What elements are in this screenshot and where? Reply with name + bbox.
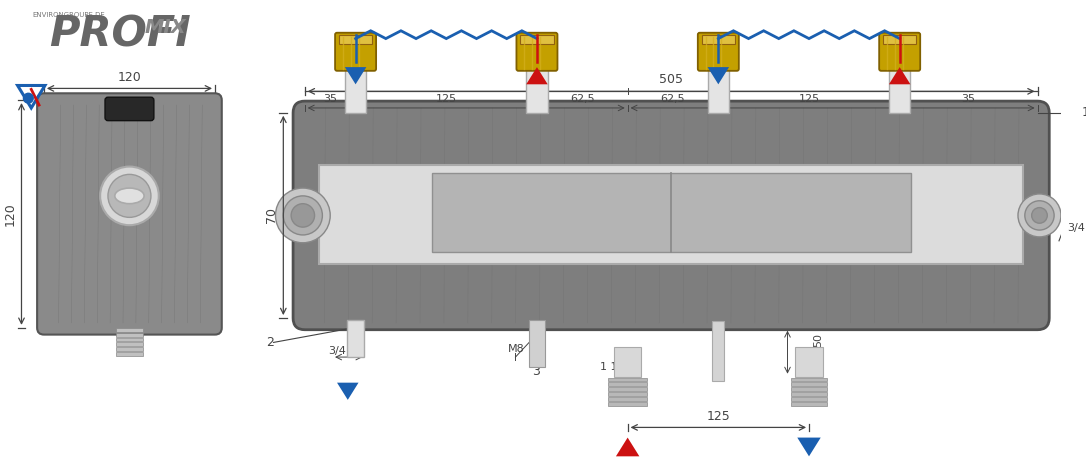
Text: MIX: MIX xyxy=(144,18,186,37)
Polygon shape xyxy=(345,67,366,84)
Bar xyxy=(116,347,143,351)
Circle shape xyxy=(108,174,151,217)
Bar xyxy=(345,69,366,113)
Bar xyxy=(116,352,143,356)
Circle shape xyxy=(1032,207,1047,223)
Text: 125: 125 xyxy=(798,94,820,104)
Polygon shape xyxy=(708,67,729,84)
Bar xyxy=(702,34,735,44)
Circle shape xyxy=(1025,201,1055,230)
Circle shape xyxy=(291,204,315,227)
Ellipse shape xyxy=(115,188,144,204)
Text: 1: 1 xyxy=(1082,106,1086,119)
Text: 125: 125 xyxy=(435,94,457,104)
Circle shape xyxy=(24,93,34,103)
Circle shape xyxy=(1018,194,1061,237)
Polygon shape xyxy=(1065,202,1086,229)
Bar xyxy=(527,69,547,113)
Polygon shape xyxy=(337,383,358,400)
Bar xyxy=(608,397,647,401)
FancyBboxPatch shape xyxy=(880,33,920,71)
Bar xyxy=(792,402,826,406)
Text: 3: 3 xyxy=(714,332,721,345)
FancyBboxPatch shape xyxy=(105,97,154,121)
Bar xyxy=(339,34,372,44)
Bar xyxy=(116,343,143,346)
Polygon shape xyxy=(797,438,821,456)
Bar xyxy=(792,387,826,391)
Text: ENVIRONGROUPE.DE: ENVIRONGROUPE.DE xyxy=(33,12,105,18)
Text: 35: 35 xyxy=(324,94,337,104)
FancyBboxPatch shape xyxy=(336,33,376,71)
Circle shape xyxy=(276,188,330,243)
Text: 1 1/2": 1 1/2" xyxy=(601,362,634,372)
Bar xyxy=(792,377,826,382)
Bar xyxy=(529,320,545,367)
Text: M8: M8 xyxy=(507,344,525,354)
FancyBboxPatch shape xyxy=(293,101,1049,330)
Bar xyxy=(432,173,910,252)
Bar xyxy=(608,383,647,386)
Bar xyxy=(116,333,143,336)
Bar xyxy=(792,383,826,386)
FancyBboxPatch shape xyxy=(517,33,557,71)
Bar xyxy=(608,402,647,406)
Bar xyxy=(608,392,647,396)
Polygon shape xyxy=(527,67,547,84)
FancyBboxPatch shape xyxy=(698,33,738,71)
Circle shape xyxy=(283,196,323,235)
Bar xyxy=(889,69,910,113)
Polygon shape xyxy=(889,67,910,84)
Bar xyxy=(792,392,826,396)
Text: 70: 70 xyxy=(265,207,278,223)
Text: 35: 35 xyxy=(961,94,975,104)
Bar xyxy=(116,328,143,332)
Bar xyxy=(792,397,826,401)
Bar xyxy=(795,347,823,377)
Text: 120: 120 xyxy=(117,70,141,83)
Bar xyxy=(708,69,729,113)
Text: 505: 505 xyxy=(659,74,683,87)
Bar xyxy=(608,377,647,382)
Text: 62,5: 62,5 xyxy=(570,94,595,104)
Bar xyxy=(116,337,143,342)
Circle shape xyxy=(100,166,159,225)
Text: PROFI: PROFI xyxy=(49,13,191,55)
Text: 120: 120 xyxy=(3,202,16,226)
Text: 62,5: 62,5 xyxy=(660,94,685,104)
Text: 2: 2 xyxy=(266,336,274,349)
Text: 50: 50 xyxy=(813,333,823,347)
Bar xyxy=(614,347,642,377)
Text: 3/4": 3/4" xyxy=(1066,223,1086,233)
Text: 3/4": 3/4" xyxy=(328,346,352,356)
Bar xyxy=(346,320,365,357)
Bar xyxy=(608,387,647,391)
Bar xyxy=(319,164,1023,264)
Bar xyxy=(883,34,917,44)
Text: 3: 3 xyxy=(532,365,540,377)
FancyBboxPatch shape xyxy=(37,93,222,335)
Bar xyxy=(712,321,724,382)
Text: 125: 125 xyxy=(707,410,730,423)
Bar xyxy=(520,34,554,44)
Polygon shape xyxy=(616,438,640,456)
